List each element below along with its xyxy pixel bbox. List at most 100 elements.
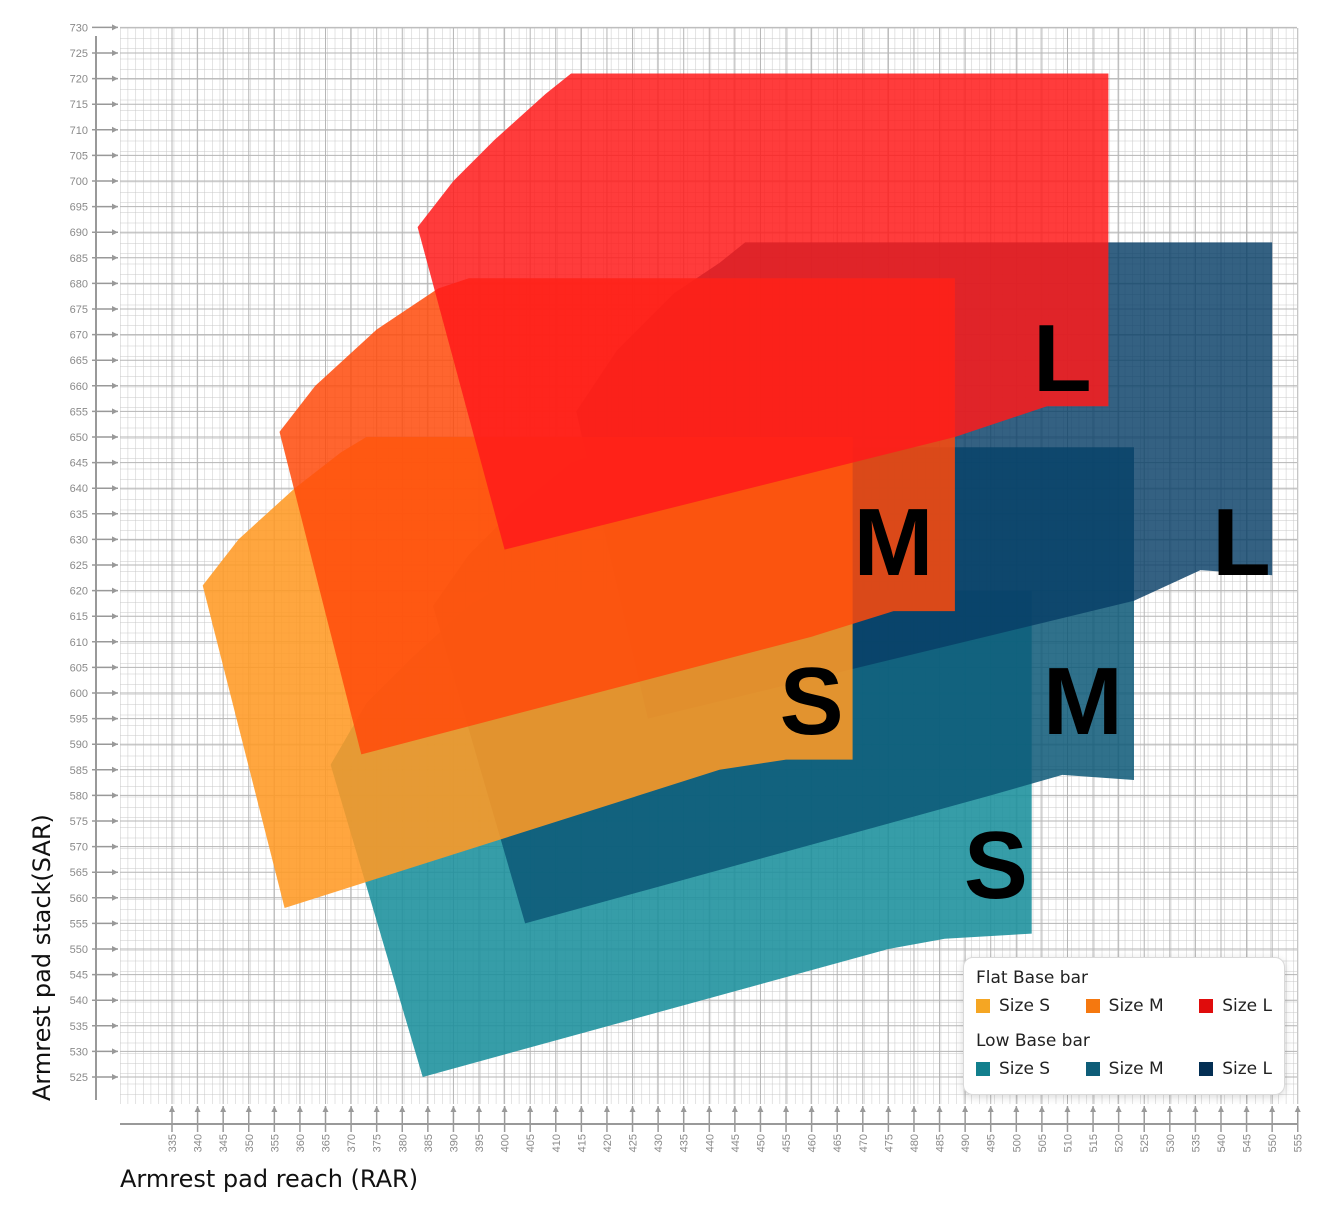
y-tick-arrow-710 [112,126,118,133]
y-tick-label-590: 590 [70,739,88,751]
legend-item-flat-m: Size M [1085,996,1164,1016]
y-tick-label-605: 605 [70,662,88,674]
y-tick-arrow-705 [112,152,118,159]
x-tick-label-375: 375 [372,1134,384,1152]
x-tick-arrow-410 [552,1106,559,1112]
y-tick-arrow-580 [112,792,118,799]
y-tick-label-680: 680 [70,278,88,290]
x-tick-arrow-450 [757,1106,764,1112]
legend-label-flat-s: Size S [999,996,1051,1016]
legend-label-low-m: Size M [1108,1059,1164,1079]
x-tick-arrow-420 [603,1106,610,1112]
zone-label-flat-base-bar-size-l: L [1033,305,1092,412]
x-axis-title: Armrest pad reach (RAR) [120,1165,418,1193]
x-tick-label-535: 535 [1190,1134,1202,1152]
zone-label-low-base-bar-size-m: M [1043,648,1123,755]
y-tick-label-715: 715 [70,99,88,111]
x-tick-label-525: 525 [1139,1134,1151,1152]
y-tick-label-565: 565 [70,867,88,879]
y-tick-label-530: 530 [70,1046,88,1058]
y-tick-label-600: 600 [70,688,88,700]
x-tick-arrow-525 [1141,1106,1148,1112]
x-tick-label-510: 510 [1062,1134,1074,1152]
y-tick-label-535: 535 [70,1021,88,1033]
legend-swatch-low-s [976,1062,990,1076]
y-tick-arrow-655 [112,408,118,415]
y-tick-arrow-685 [112,254,118,261]
legend-label-low-l: Size L [1222,1059,1272,1079]
legend-item-low-l: Size L [1199,1059,1272,1079]
x-tick-label-345: 345 [218,1134,230,1152]
legend-item-low-s: Size S [976,1059,1050,1079]
y-tick-arrow-630 [112,536,118,543]
y-tick-label-585: 585 [70,765,88,777]
x-tick-arrow-380 [399,1106,406,1112]
x-tick-arrow-490 [962,1106,969,1112]
x-tick-label-520: 520 [1114,1134,1126,1152]
x-tick-arrow-340 [194,1106,201,1112]
y-tick-label-695: 695 [70,202,88,214]
y-tick-label-595: 595 [70,714,88,726]
x-tick-arrow-370 [348,1106,355,1112]
y-tick-label-525: 525 [70,1072,88,1084]
y-tick-arrow-730 [112,24,118,31]
x-tick-label-515: 515 [1088,1134,1100,1152]
x-tick-arrow-405 [527,1106,534,1112]
legend-item-low-m: Size M [1085,1059,1164,1079]
legend-item-flat-s: Size S [976,996,1050,1016]
y-tick-label-685: 685 [70,253,88,265]
x-tick-label-555: 555 [1293,1134,1305,1152]
y-tick-label-720: 720 [70,74,88,86]
y-tick-label-710: 710 [70,125,88,137]
y-tick-arrow-660 [112,382,118,389]
y-tick-arrow-545 [112,971,118,978]
x-tick-label-350: 350 [244,1134,256,1152]
y-tick-label-725: 725 [70,48,88,60]
y-tick-arrow-555 [112,920,118,927]
y-tick-arrow-635 [112,510,118,517]
x-tick-label-505: 505 [1037,1134,1049,1152]
x-tick-label-415: 415 [576,1134,588,1152]
y-axis-title: Armrest pad stack(SAR) [28,814,56,1101]
x-tick-arrow-465 [834,1106,841,1112]
zone-label-flat-base-bar-size-s: S [780,648,844,755]
y-tick-arrow-665 [112,357,118,364]
y-tick-arrow-670 [112,331,118,338]
y-tick-arrow-560 [112,894,118,901]
x-axis: 335 340 345 350 355 360 365 370 375 380 385 390 395 4… [120,1106,1305,1152]
x-tick-arrow-545 [1243,1106,1250,1112]
y-tick-label-550: 550 [70,944,88,956]
y-tick-arrow-570 [112,843,118,850]
x-tick-label-435: 435 [679,1134,691,1152]
y-tick-label-555: 555 [70,918,88,930]
y-tick-arrow-695 [112,203,118,210]
x-tick-label-460: 460 [807,1134,819,1152]
x-tick-arrow-510 [1064,1106,1071,1112]
y-tick-arrow-615 [112,613,118,620]
y-tick-label-655: 655 [70,406,88,418]
x-tick-label-450: 450 [755,1134,767,1152]
x-tick-label-455: 455 [781,1134,793,1152]
y-tick-label-615: 615 [70,611,88,623]
x-tick-label-445: 445 [730,1134,742,1152]
x-tick-label-430: 430 [653,1134,665,1152]
y-tick-arrow-675 [112,306,118,312]
y-tick-arrow-650 [112,434,118,440]
y-tick-label-660: 660 [70,381,88,393]
y-tick-label-580: 580 [70,790,88,802]
x-tick-arrow-495 [987,1106,994,1112]
y-tick-arrow-550 [112,946,118,952]
x-tick-arrow-530 [1166,1106,1173,1112]
legend-swatch-low-m [1085,1062,1100,1076]
x-tick-arrow-375 [373,1106,380,1112]
y-tick-label-730: 730 [70,22,88,34]
y-tick-arrow-725 [112,50,118,56]
x-tick-label-500: 500 [1011,1134,1023,1152]
y-tick-arrow-575 [112,818,118,824]
y-tick-label-635: 635 [70,509,88,521]
x-tick-arrow-345 [220,1106,227,1112]
zone-label-flat-base-bar-size-m: M [854,489,934,596]
y-tick-arrow-625 [112,562,118,568]
